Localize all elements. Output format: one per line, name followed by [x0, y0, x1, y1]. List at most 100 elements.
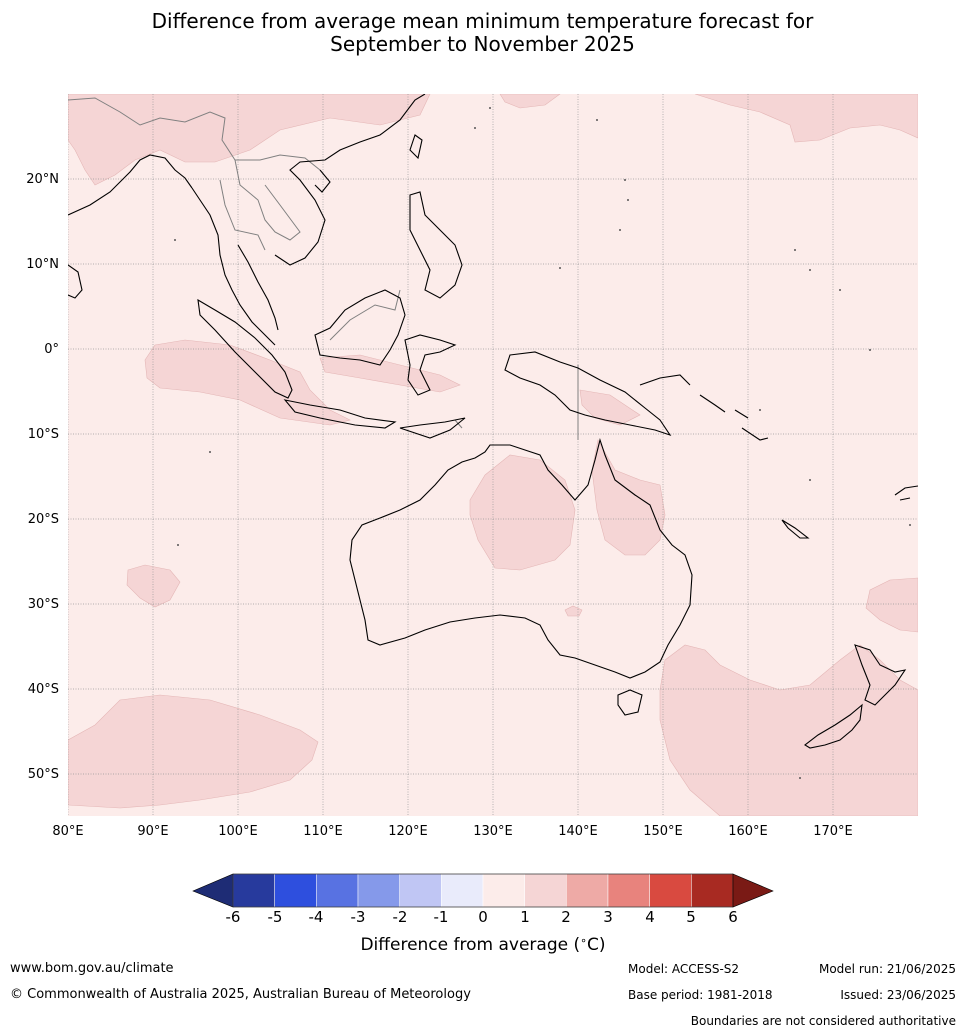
island-dot	[177, 544, 179, 546]
colorbar-under-triangle	[192, 873, 234, 908]
anomaly-region-southern-ocean-west	[68, 694, 319, 809]
colorbar-label-unit: C)	[587, 935, 606, 955]
coast-malay-indochina	[237, 94, 426, 331]
island-dot	[474, 127, 476, 129]
lat-label-10n: 10°N	[26, 257, 59, 272]
anomaly-region-north-pacific-a	[499, 94, 561, 109]
colorbar-tick-label: 0	[478, 908, 488, 926]
footer-website[interactable]: www.bom.gov.au/climate	[10, 961, 174, 976]
colorbar-segment	[691, 873, 734, 908]
lon-label-120e: 120°E	[388, 824, 428, 839]
lon-label-140e: 140°E	[558, 824, 598, 839]
coast-new-zealand-north	[854, 644, 907, 706]
colorbar-tick-label: 4	[645, 908, 655, 926]
coast-australia	[349, 438, 693, 679]
anomaly-region-tasman	[865, 577, 918, 633]
colorbar-over-triangle	[732, 873, 774, 908]
colorbar-tick-labels: -6 -5 -4 -3 -2 -1 0 1 2 3 4 5 6	[226, 908, 738, 926]
island-dot	[839, 289, 841, 291]
island-dot	[809, 479, 811, 481]
coast-java	[283, 399, 397, 429]
colorbar-segment	[566, 873, 609, 908]
border-himalaya	[68, 97, 321, 171]
lon-label-130e: 130°E	[473, 824, 513, 839]
map-title: Difference from average mean minimum tem…	[0, 10, 965, 56]
lon-label-160e: 160°E	[728, 824, 768, 839]
island-dot	[794, 249, 796, 251]
colorbar-segments	[232, 873, 734, 908]
colorbar-tick-label: 1	[520, 908, 530, 926]
lat-label-20n: 20°N	[26, 172, 59, 187]
lat-label-30s: 30°S	[28, 597, 59, 612]
island-dot	[619, 229, 621, 231]
colorbar-segment	[607, 873, 650, 908]
border-borneo	[329, 289, 401, 341]
footer-model-run: Model run: 21/06/2025	[818, 962, 956, 976]
coast-new-guinea	[504, 351, 672, 437]
national-borders	[68, 97, 579, 440]
lat-tick-labels: 20°N 10°N 0° 10°S 20°S 30°S 40°S 50°S	[26, 172, 59, 782]
coast-new-caledonia	[781, 519, 810, 539]
island-dot	[489, 107, 491, 109]
coast-sri-lanka	[68, 264, 83, 299]
island-dot	[209, 451, 211, 453]
lat-label-50s: 50°S	[28, 767, 59, 782]
lat-label-20s: 20°S	[28, 512, 59, 527]
coast-new-zealand-south	[804, 703, 863, 749]
lon-label-90e: 90°E	[137, 824, 168, 839]
island-dot	[909, 524, 911, 526]
coast-bay-of-bengal	[191, 187, 276, 346]
coastlines	[68, 94, 918, 749]
colorbar-segment	[441, 873, 484, 908]
border-timor	[454, 419, 463, 429]
footer-issued: Issued: 23/06/2025	[840, 988, 956, 1002]
title-line-2: September to November 2025	[330, 32, 635, 56]
coast-taiwan	[409, 134, 423, 160]
lat-label-40s: 40°S	[28, 682, 59, 697]
lon-label-80e: 80°E	[52, 824, 83, 839]
graticule	[68, 94, 918, 816]
footer-base-period: Base period: 1981-2018	[628, 988, 773, 1002]
coast-lesser-sunda	[399, 417, 466, 439]
footer-model: Model: ACCESS-S2	[628, 962, 740, 976]
title-line-1: Difference from average mean minimum tem…	[151, 9, 814, 33]
colorbar-segment	[649, 873, 692, 908]
coast-new-britain	[639, 374, 691, 386]
coast-south-china	[314, 169, 331, 193]
colorbar-segment	[316, 873, 359, 908]
anomaly-region-southern-ocean-east	[659, 644, 918, 816]
colorbar-tick-label: -2	[393, 908, 408, 926]
anomaly-region-indian-ocean	[144, 339, 351, 426]
anomaly-region-north-asia	[68, 94, 431, 186]
lon-label-110e: 110°E	[303, 824, 343, 839]
coast-sulawesi	[404, 334, 457, 396]
island-dot	[799, 777, 801, 779]
colorbar: -6 -5 -4 -3 -2 -1 0 1 2 3 4 5 6 Differen…	[192, 873, 774, 955]
island-dot	[559, 267, 561, 269]
colorbar-tick-label: 2	[561, 908, 571, 926]
map-plot-area	[68, 94, 918, 816]
lat-label-0: 0°	[44, 342, 59, 357]
coast-india-east	[68, 154, 193, 216]
lat-label-10s: 10°S	[28, 427, 59, 442]
colorbar-tick-label: -1	[434, 908, 449, 926]
coast-fiji	[894, 485, 918, 501]
footer-copyright: © Commonwealth of Australia 2025, Austra…	[10, 987, 471, 1002]
colorbar-label: Difference from average (∘C)	[360, 934, 605, 955]
colorbar-tick-label: 6	[728, 908, 738, 926]
island-dot	[869, 349, 871, 351]
coast-tasmania	[617, 689, 643, 716]
colorbar-segment	[274, 873, 317, 908]
border-myanmar-thai	[219, 179, 266, 251]
island-dot	[624, 179, 626, 181]
island-dot	[759, 409, 761, 411]
anomaly-region-bight-spot	[564, 605, 583, 617]
coast-sumatra	[197, 298, 293, 399]
lon-label-150e: 150°E	[643, 824, 683, 839]
anomaly-region-north-pacific-b	[694, 94, 918, 143]
colorbar-segment	[524, 873, 567, 908]
island-dot	[809, 269, 811, 271]
coast-philippines	[409, 191, 463, 299]
colorbar-tick-label: 3	[603, 908, 613, 926]
colorbar-tick-label: -4	[309, 908, 324, 926]
